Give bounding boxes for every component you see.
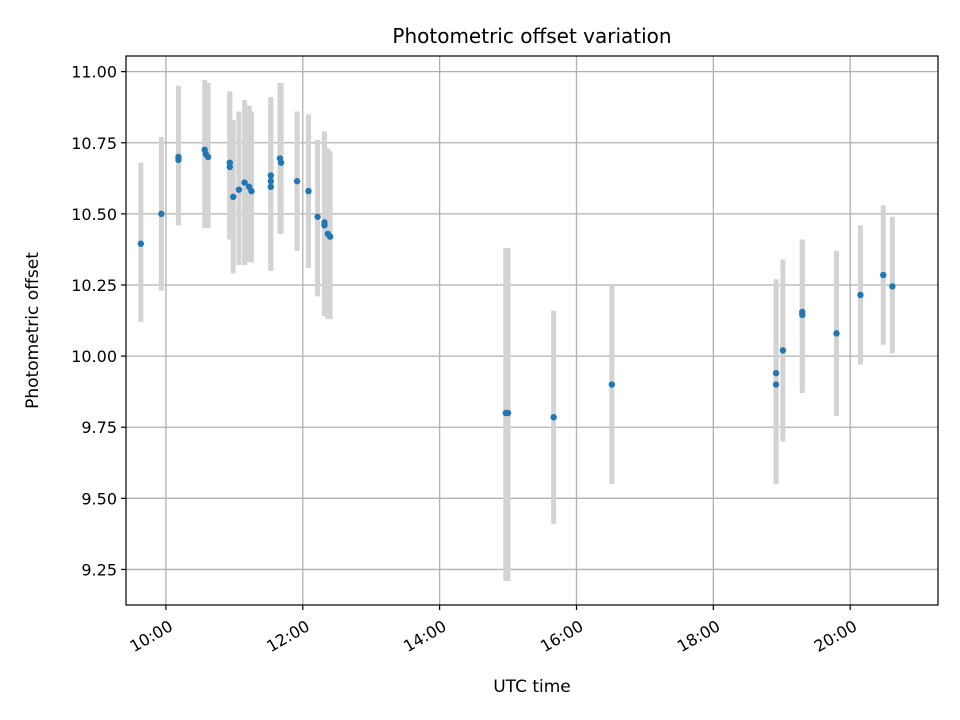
data-point xyxy=(293,177,301,185)
x-axis-label: UTC time xyxy=(493,677,571,697)
data-point xyxy=(267,183,275,191)
x-tick-label: 16:00 xyxy=(537,616,586,656)
axis-ticks: 9.25 9.50 9.75 10.00 10.25 10.50 10.75 11.00 10:… xyxy=(71,63,860,656)
y-tick-label: 10.50 xyxy=(71,205,117,224)
data-point xyxy=(314,213,321,220)
data-point xyxy=(772,369,780,377)
data-point xyxy=(267,172,275,179)
data-point xyxy=(158,210,165,218)
x-tick-label: 12:00 xyxy=(263,616,312,656)
data-point xyxy=(326,233,334,240)
y-axis-label: Photometric offset xyxy=(23,252,43,409)
data-point xyxy=(277,159,285,166)
data-point xyxy=(857,291,864,299)
grid xyxy=(126,56,938,605)
data-point xyxy=(608,381,616,388)
data-point xyxy=(779,347,787,354)
data-point xyxy=(504,409,512,417)
y-tick-label: 9.50 xyxy=(81,489,117,508)
data-point xyxy=(267,177,275,185)
chart-title: Photometric offset variation xyxy=(392,24,671,48)
y-tick-label: 11.00 xyxy=(71,63,117,82)
y-tick-label: 9.25 xyxy=(81,560,117,579)
x-tick-label: 10:00 xyxy=(126,616,175,656)
data-point xyxy=(889,283,896,290)
data-point xyxy=(226,163,233,171)
data-point xyxy=(880,271,887,279)
data-point xyxy=(550,414,557,421)
data-point xyxy=(204,153,212,161)
y-tick-label: 10.00 xyxy=(71,347,117,366)
x-tick-label: 14:00 xyxy=(400,616,449,656)
data-point xyxy=(833,330,840,337)
plot-frame xyxy=(125,55,939,606)
x-tick-label: 20:00 xyxy=(811,616,860,656)
data-point xyxy=(321,219,328,226)
y-tick-label: 10.75 xyxy=(71,134,117,153)
data-point xyxy=(305,187,312,195)
data-point xyxy=(137,240,145,247)
data-point xyxy=(248,187,255,195)
data-point xyxy=(235,186,243,193)
y-tick-label: 9.75 xyxy=(81,418,117,437)
data-point xyxy=(799,308,806,316)
x-tick-label: 18:00 xyxy=(674,616,723,656)
data-point xyxy=(230,193,237,201)
data-points xyxy=(137,146,896,421)
y-tick-label: 10.25 xyxy=(71,276,117,295)
data-point xyxy=(241,179,248,186)
error-bars xyxy=(138,80,895,581)
data-point xyxy=(772,381,780,388)
data-point xyxy=(175,156,182,164)
